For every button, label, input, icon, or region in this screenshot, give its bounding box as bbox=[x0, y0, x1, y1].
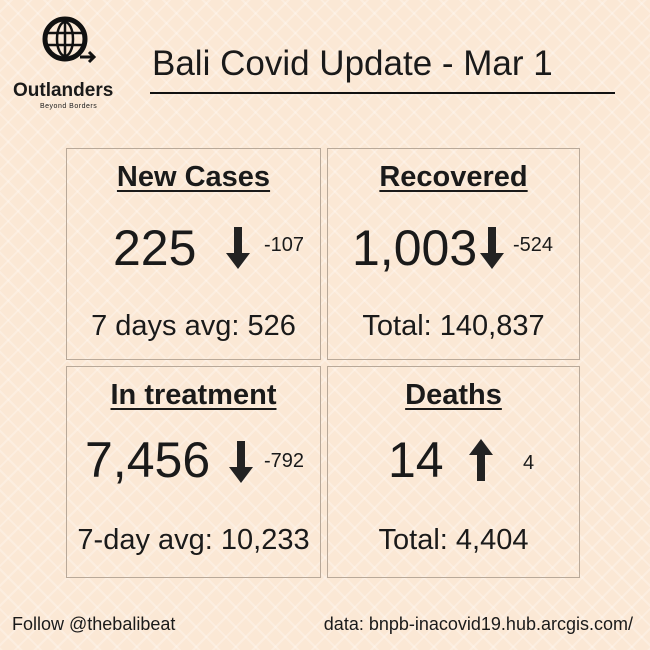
card-heading: In treatment bbox=[110, 379, 277, 411]
card-change: -524 bbox=[513, 234, 554, 256]
card-value: 7,456 bbox=[85, 432, 211, 488]
logo-tagline: Beyond Borders bbox=[40, 103, 98, 110]
card: New Cases 225 -107 7 days avg: 526 bbox=[66, 148, 321, 360]
arrow-down bbox=[480, 227, 504, 269]
card-heading: New Cases bbox=[116, 161, 271, 193]
footer-follow: Follow @thebalibeat bbox=[12, 614, 176, 634]
card: Recovered 1,003 -524 Total: 140,837 bbox=[327, 148, 580, 360]
arrow-up bbox=[469, 439, 493, 481]
card: Deaths 14 4 Total: 4,404 bbox=[327, 366, 580, 578]
card-value: 225 bbox=[113, 220, 197, 276]
card-change: 4 bbox=[523, 452, 535, 474]
arrow-down bbox=[226, 227, 250, 269]
card-summary: 7-day avg: 10,233 bbox=[77, 524, 310, 556]
card-heading: Recovered bbox=[379, 161, 528, 193]
arrow-down bbox=[229, 441, 253, 483]
title: Bali Covid Update - Mar 1 bbox=[152, 44, 553, 83]
card: In treatment 7,456 -792 7-day avg: 10,23… bbox=[66, 366, 321, 578]
card-value: 1,003 bbox=[352, 220, 478, 276]
card-change: -792 bbox=[264, 450, 305, 472]
card-heading: Deaths bbox=[405, 379, 502, 411]
footer-source: data: bnpb-inacovid19.hub.arcgis.com/ bbox=[323, 614, 633, 634]
card-summary: Total: 140,837 bbox=[362, 310, 545, 342]
logo-icon bbox=[42, 16, 97, 64]
card-change: -107 bbox=[264, 234, 305, 256]
card-summary: Total: 4,404 bbox=[378, 524, 529, 556]
card-summary: 7 days avg: 526 bbox=[91, 310, 296, 342]
title-underline bbox=[150, 92, 615, 94]
logo-name: Outlanders bbox=[13, 80, 114, 101]
card-value: 14 bbox=[388, 432, 444, 488]
